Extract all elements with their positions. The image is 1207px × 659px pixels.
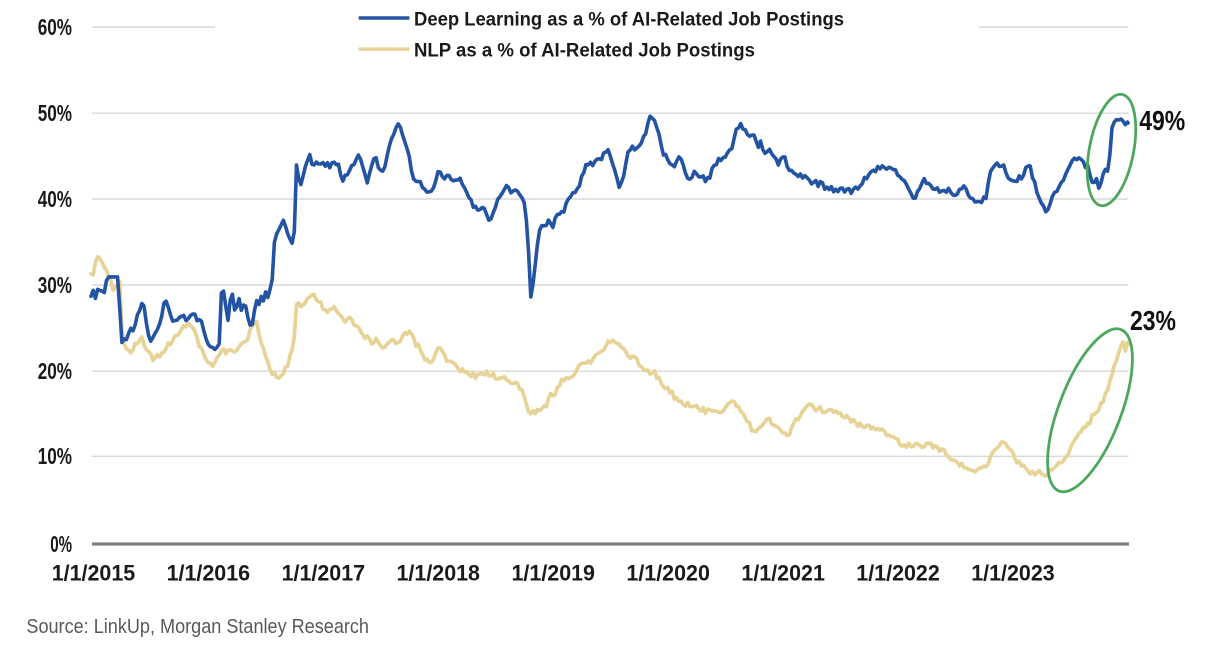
svg-text:1/1/2019: 1/1/2019: [512, 561, 596, 586]
svg-text:1/1/2021: 1/1/2021: [741, 561, 825, 586]
svg-text:Source: LinkUp, Morgan Stanley: Source: LinkUp, Morgan Stanley Research: [26, 616, 369, 638]
svg-text:20%: 20%: [38, 358, 72, 384]
svg-text:1/1/2023: 1/1/2023: [971, 561, 1054, 586]
svg-text:Deep Learning as a % of AI-Rel: Deep Learning as a % of AI-Related Job P…: [414, 9, 844, 30]
svg-text:0%: 0%: [50, 531, 72, 557]
svg-text:50%: 50%: [38, 100, 72, 126]
svg-text:30%: 30%: [38, 272, 72, 298]
svg-text:1/1/2020: 1/1/2020: [626, 561, 710, 586]
svg-text:1/1/2015: 1/1/2015: [52, 561, 136, 586]
svg-text:49%: 49%: [1139, 105, 1185, 136]
svg-text:1/1/2017: 1/1/2017: [282, 561, 366, 586]
svg-text:60%: 60%: [38, 14, 72, 40]
svg-text:1/1/2018: 1/1/2018: [397, 561, 481, 586]
svg-text:40%: 40%: [38, 186, 72, 212]
svg-text:NLP as a % of AI-Related Job P: NLP as a % of AI-Related Job Postings: [414, 40, 755, 61]
svg-text:23%: 23%: [1130, 305, 1176, 336]
svg-text:1/1/2016: 1/1/2016: [167, 561, 251, 586]
svg-text:10%: 10%: [38, 443, 72, 469]
svg-text:1/1/2022: 1/1/2022: [856, 561, 940, 586]
